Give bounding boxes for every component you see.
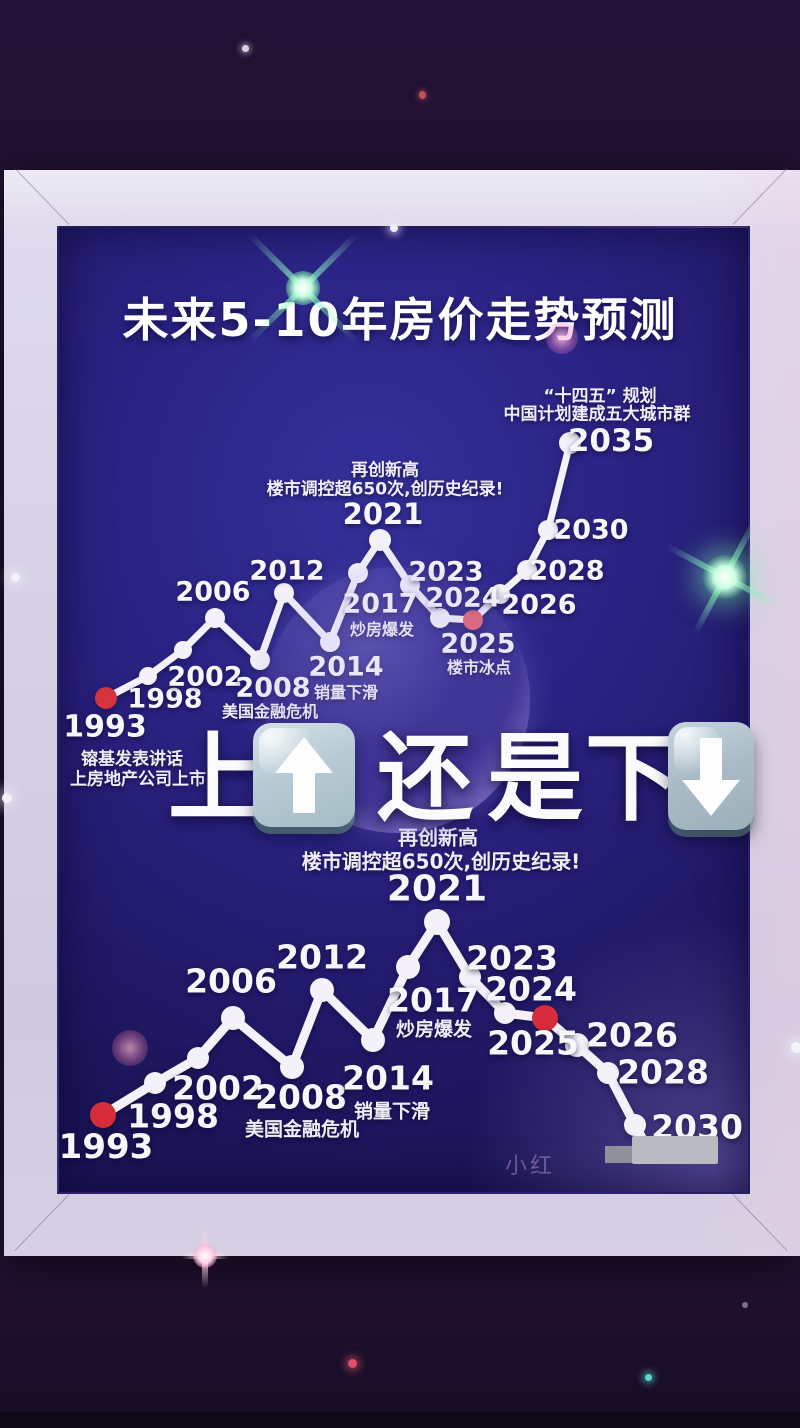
green-flare-core-icon: [286, 271, 320, 305]
white-star-icon: [390, 224, 398, 232]
year-label: 2024: [485, 969, 577, 1009]
year-label: 2030: [553, 514, 629, 546]
white-star-icon: [242, 45, 249, 52]
year-label: 2002: [172, 1068, 264, 1108]
year-label: 2012: [249, 555, 325, 587]
year-label: 2008: [255, 1077, 347, 1117]
year-label: 2006: [175, 576, 251, 608]
annotation: 上房地产公司上市: [70, 769, 206, 790]
blur-patch: [632, 1136, 718, 1164]
up-arrow-icon: [275, 737, 333, 813]
year-label: 2021: [386, 868, 488, 910]
page-title: 未来5-10年房价走势预测: [122, 293, 678, 347]
down-arrow-icon: [682, 738, 740, 816]
annotation: 美国金融危机: [244, 1118, 360, 1141]
white-star-icon: [791, 1042, 800, 1053]
annotation: 中国计划建成五大城市群: [503, 404, 691, 425]
red-star-icon: [419, 91, 426, 99]
faint-star-icon: [742, 1302, 748, 1308]
year-label: 2028: [529, 555, 605, 587]
year-label: 2028: [617, 1052, 709, 1092]
green-star-core-icon: [703, 555, 747, 599]
question-or-text: 还是: [377, 722, 597, 835]
year-label: 2014: [342, 1058, 434, 1098]
pink-flare-icon: [546, 322, 578, 354]
year-label: 2026: [586, 1015, 678, 1055]
annotation: 楼市调控超650次,创历史纪录!: [301, 849, 581, 874]
annotation: 楼市调控超650次,创历史纪录!: [266, 479, 504, 500]
annotation: “十四五” 规划: [543, 386, 657, 407]
question-down-text: 下: [585, 722, 681, 835]
year-label: 2025: [487, 1023, 579, 1063]
watermark: 小红: [504, 1154, 556, 1179]
question-up-text: 上: [168, 722, 264, 835]
up-arrow-key: [253, 723, 355, 827]
year-label: 2012: [276, 937, 368, 977]
year-label: 2002: [167, 661, 243, 693]
cyan-star-icon: [645, 1374, 652, 1381]
annotation: 销量下滑: [353, 1100, 431, 1123]
year-label: 2021: [342, 497, 424, 531]
down-arrow-key: [668, 722, 754, 830]
bottom-dark-strip: [0, 1412, 800, 1428]
year-label: 1993: [63, 709, 147, 745]
annotation: 镕基发表讲话: [81, 749, 183, 770]
pink-starburst-core-icon: [193, 1244, 217, 1268]
blur-patch-small: [605, 1146, 635, 1163]
red-star-icon: [348, 1359, 357, 1368]
year-label: 2006: [185, 961, 277, 1001]
white-star-icon: [11, 573, 20, 582]
white-star-icon: [2, 793, 12, 803]
year-label: 2026: [501, 589, 577, 621]
annotation: 炒房爆发: [395, 1018, 473, 1041]
year-label: 2035: [567, 423, 655, 459]
pink-blur-icon: [112, 1030, 148, 1066]
